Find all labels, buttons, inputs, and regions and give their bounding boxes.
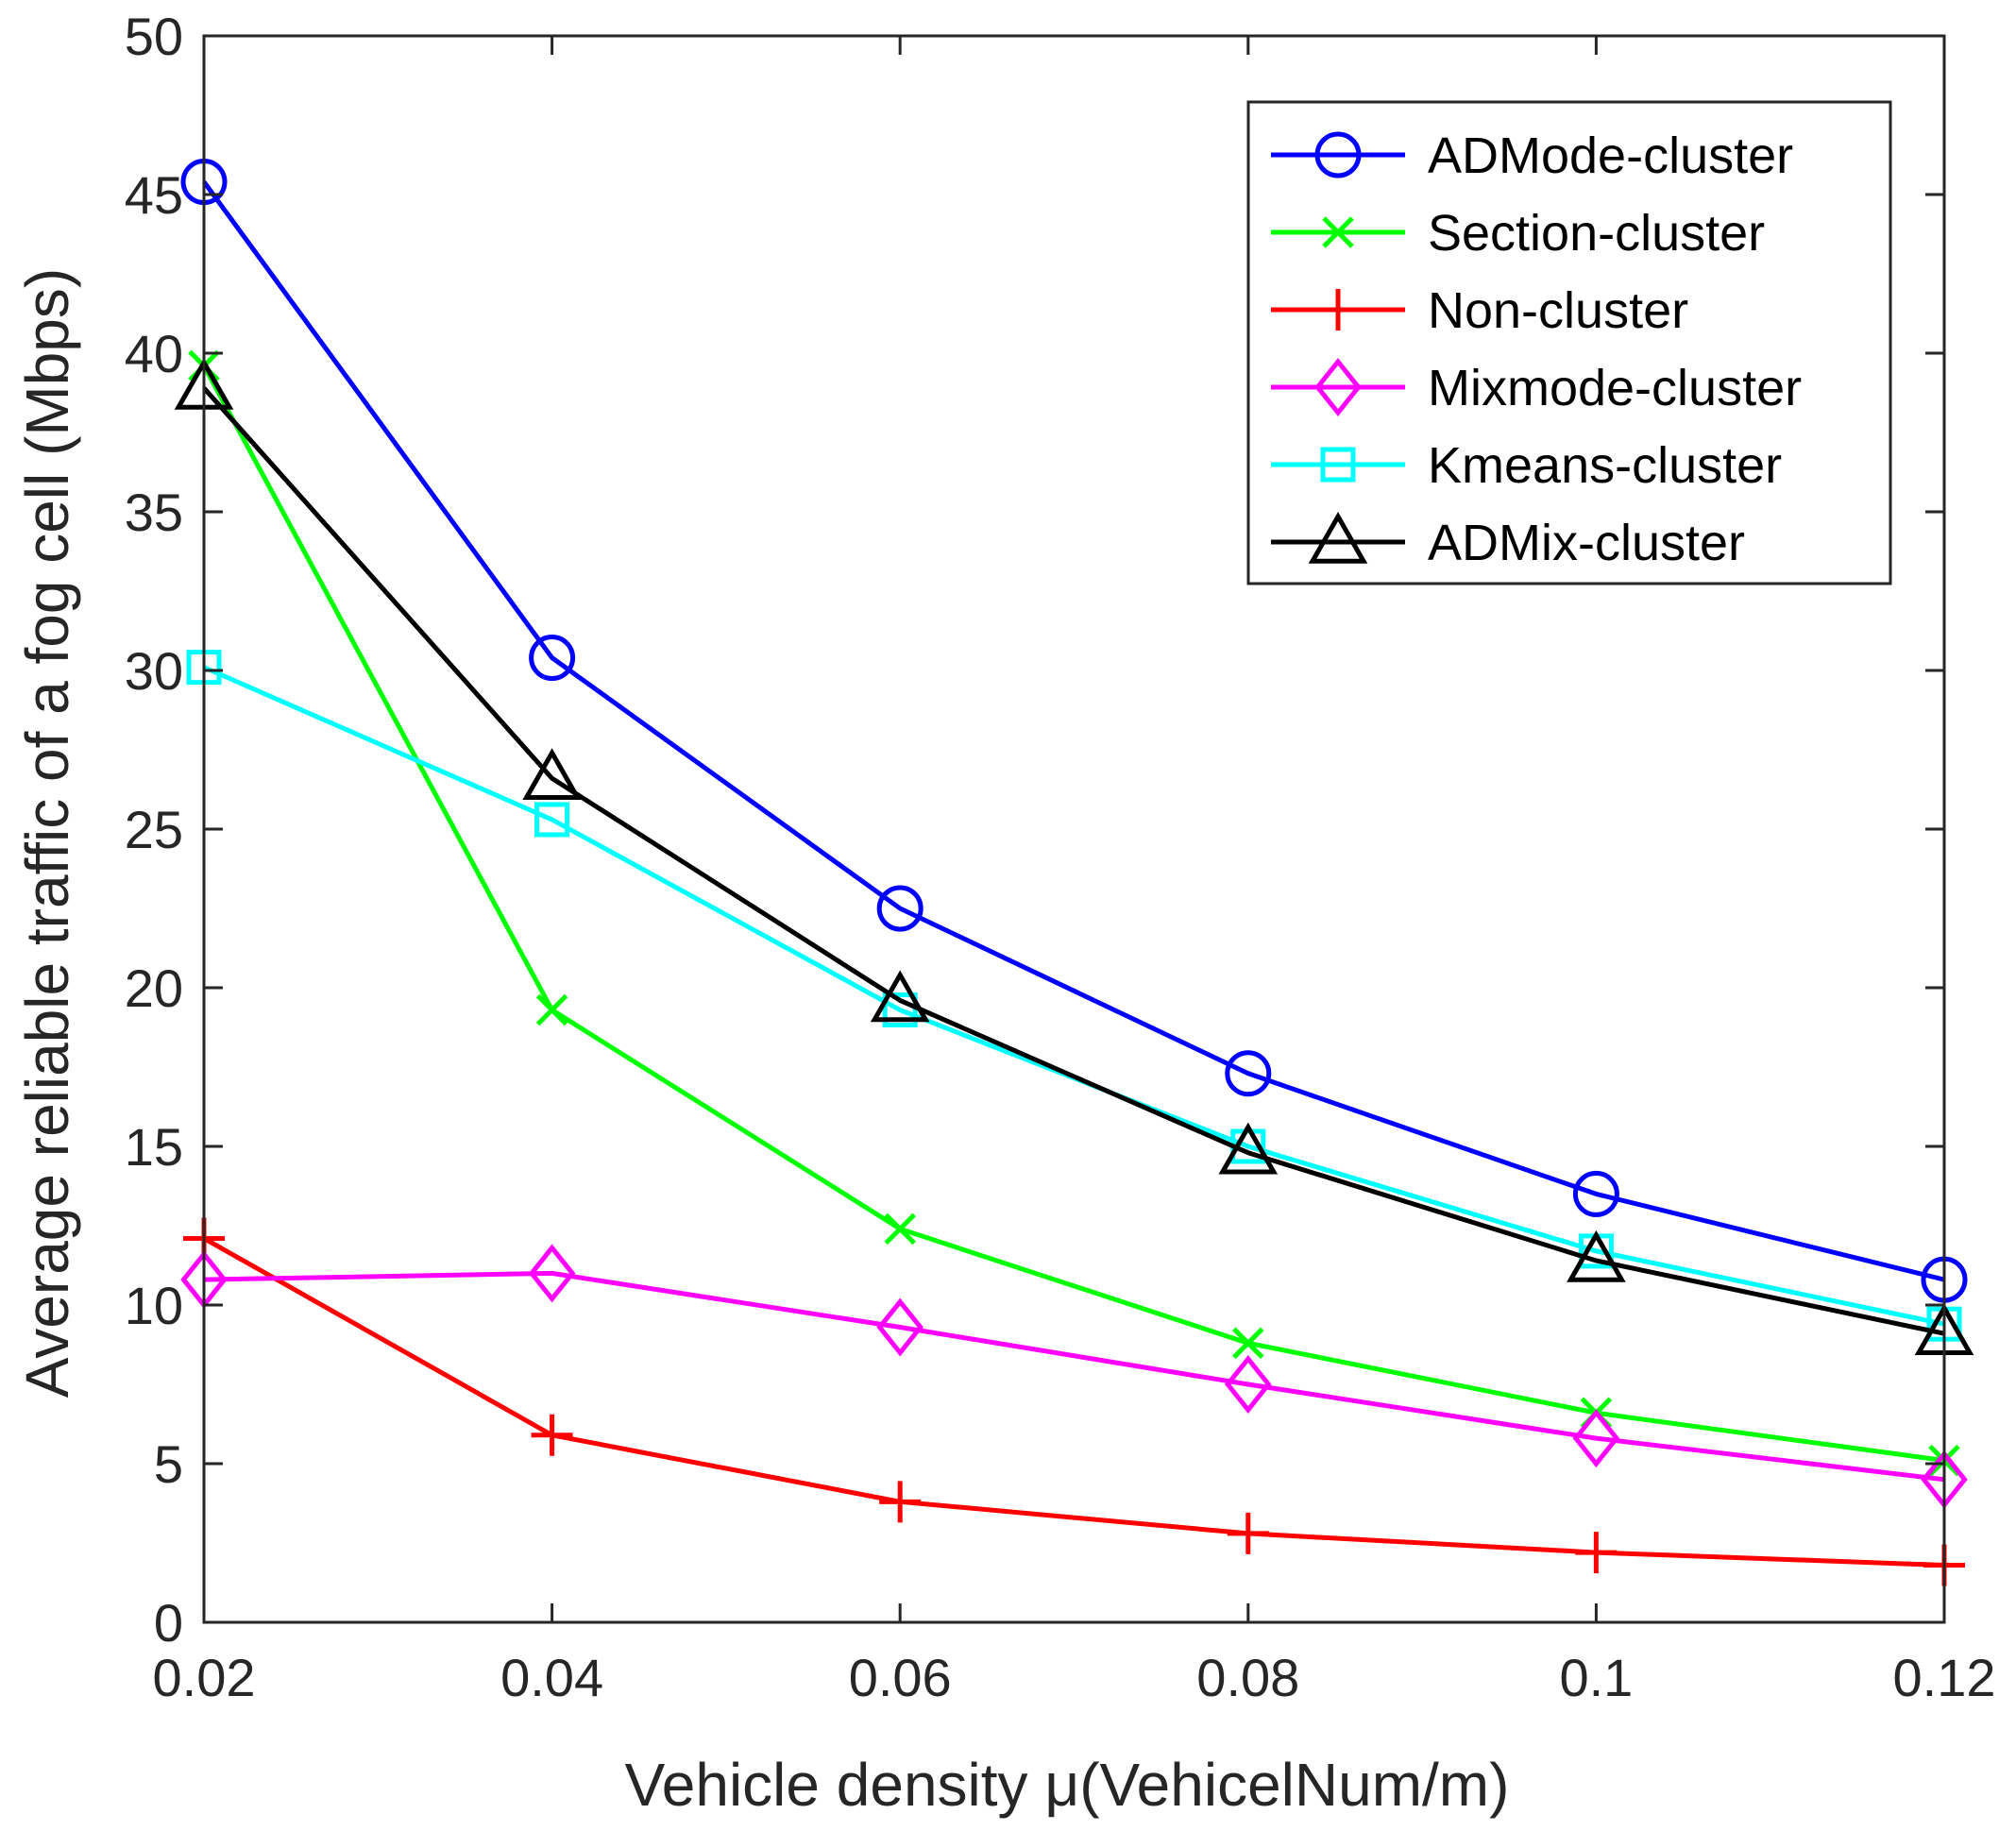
legend: ADMode-cluster Section-cluster Non-cluster… bbox=[1246, 100, 1892, 585]
legend-entry: ADMode-cluster bbox=[1271, 127, 1793, 184]
axes-layer: 0 5 10 15 20 25 30 35 40 45 50 0.02 0.04 0.06 0.08 0.1 0… bbox=[125, 7, 1996, 1707]
data-point bbox=[882, 992, 918, 1028]
series-line bbox=[203, 1270, 1945, 1483]
series-line bbox=[202, 386, 1945, 1336]
y-tick-label: 20 bbox=[125, 958, 183, 1018]
series-line bbox=[201, 365, 1945, 1464]
legend-entry: Mixmode-cluster bbox=[1271, 357, 1802, 417]
data-point bbox=[1575, 1532, 1618, 1574]
legend-marker bbox=[1317, 289, 1359, 331]
data-point bbox=[1572, 1170, 1619, 1217]
y-tick-label: 25 bbox=[125, 800, 183, 859]
series-layer bbox=[174, 159, 1974, 1586]
data-point bbox=[1227, 1512, 1269, 1554]
x-tick-label: 0.02 bbox=[153, 1648, 256, 1707]
x-tick-label: 0.08 bbox=[1196, 1648, 1299, 1707]
data-point bbox=[529, 635, 576, 682]
data-point bbox=[1225, 1050, 1272, 1097]
y-tick-label: 40 bbox=[125, 324, 183, 383]
series-line bbox=[201, 180, 1945, 1282]
legend-entry: Kmeans-cluster bbox=[1271, 437, 1782, 494]
y-tick-label: 35 bbox=[125, 483, 183, 542]
legend-label: ADMix-cluster bbox=[1428, 515, 1745, 571]
data-point bbox=[876, 1297, 924, 1357]
data-point bbox=[884, 1212, 916, 1246]
legend-entry: ADMix-cluster bbox=[1271, 511, 1745, 571]
legend-label: Mixmode-cluster bbox=[1428, 360, 1802, 416]
data-point bbox=[531, 1414, 573, 1456]
y-tick-label: 5 bbox=[154, 1434, 183, 1494]
legend-entry: Non-cluster bbox=[1271, 282, 1688, 339]
y-tick-label: 50 bbox=[125, 7, 183, 66]
data-point bbox=[1572, 1409, 1620, 1468]
data-point bbox=[528, 1244, 576, 1303]
y-tick-label: 10 bbox=[125, 1276, 183, 1335]
x-axis-label: Vehicle density μ(VehicelNum/m) bbox=[625, 1751, 1510, 1819]
legend-marker bbox=[1314, 357, 1362, 417]
legend-label: Section-cluster bbox=[1428, 205, 1765, 262]
data-point bbox=[1567, 1229, 1626, 1282]
data-point bbox=[535, 993, 568, 1026]
data-point bbox=[522, 748, 582, 800]
y-axis-label: Average reliable traffic of a fog cell (… bbox=[13, 268, 81, 1398]
legend-box bbox=[1246, 100, 1892, 585]
legend-marker bbox=[1320, 447, 1356, 483]
legend-label: ADMode-cluster bbox=[1428, 127, 1793, 184]
series-line bbox=[202, 1236, 1945, 1568]
legend-label: Kmeans-cluster bbox=[1428, 437, 1782, 494]
x-tick-label: 0.12 bbox=[1893, 1648, 1996, 1707]
x-tick-label: 0.1 bbox=[1559, 1648, 1633, 1707]
legend-label: Non-cluster bbox=[1428, 282, 1688, 339]
y-tick-label: 30 bbox=[125, 641, 183, 701]
x-tick-label: 0.04 bbox=[500, 1648, 603, 1707]
legend-marker bbox=[1322, 216, 1354, 248]
legend-marker bbox=[1314, 131, 1362, 178]
y-tick-label: 0 bbox=[154, 1593, 183, 1653]
data-point bbox=[876, 885, 923, 932]
y-tick-label: 15 bbox=[125, 1117, 183, 1177]
data-point bbox=[534, 802, 570, 838]
data-point bbox=[1232, 1327, 1264, 1360]
data-point bbox=[1218, 1122, 1279, 1175]
data-point bbox=[870, 970, 930, 1023]
legend-marker bbox=[1308, 511, 1368, 564]
legend-entry: Section-cluster bbox=[1271, 205, 1765, 262]
data-point bbox=[1224, 1354, 1272, 1415]
y-tick-label: 45 bbox=[125, 165, 183, 225]
data-point bbox=[879, 1481, 922, 1523]
x-tick-label: 0.06 bbox=[849, 1648, 952, 1707]
